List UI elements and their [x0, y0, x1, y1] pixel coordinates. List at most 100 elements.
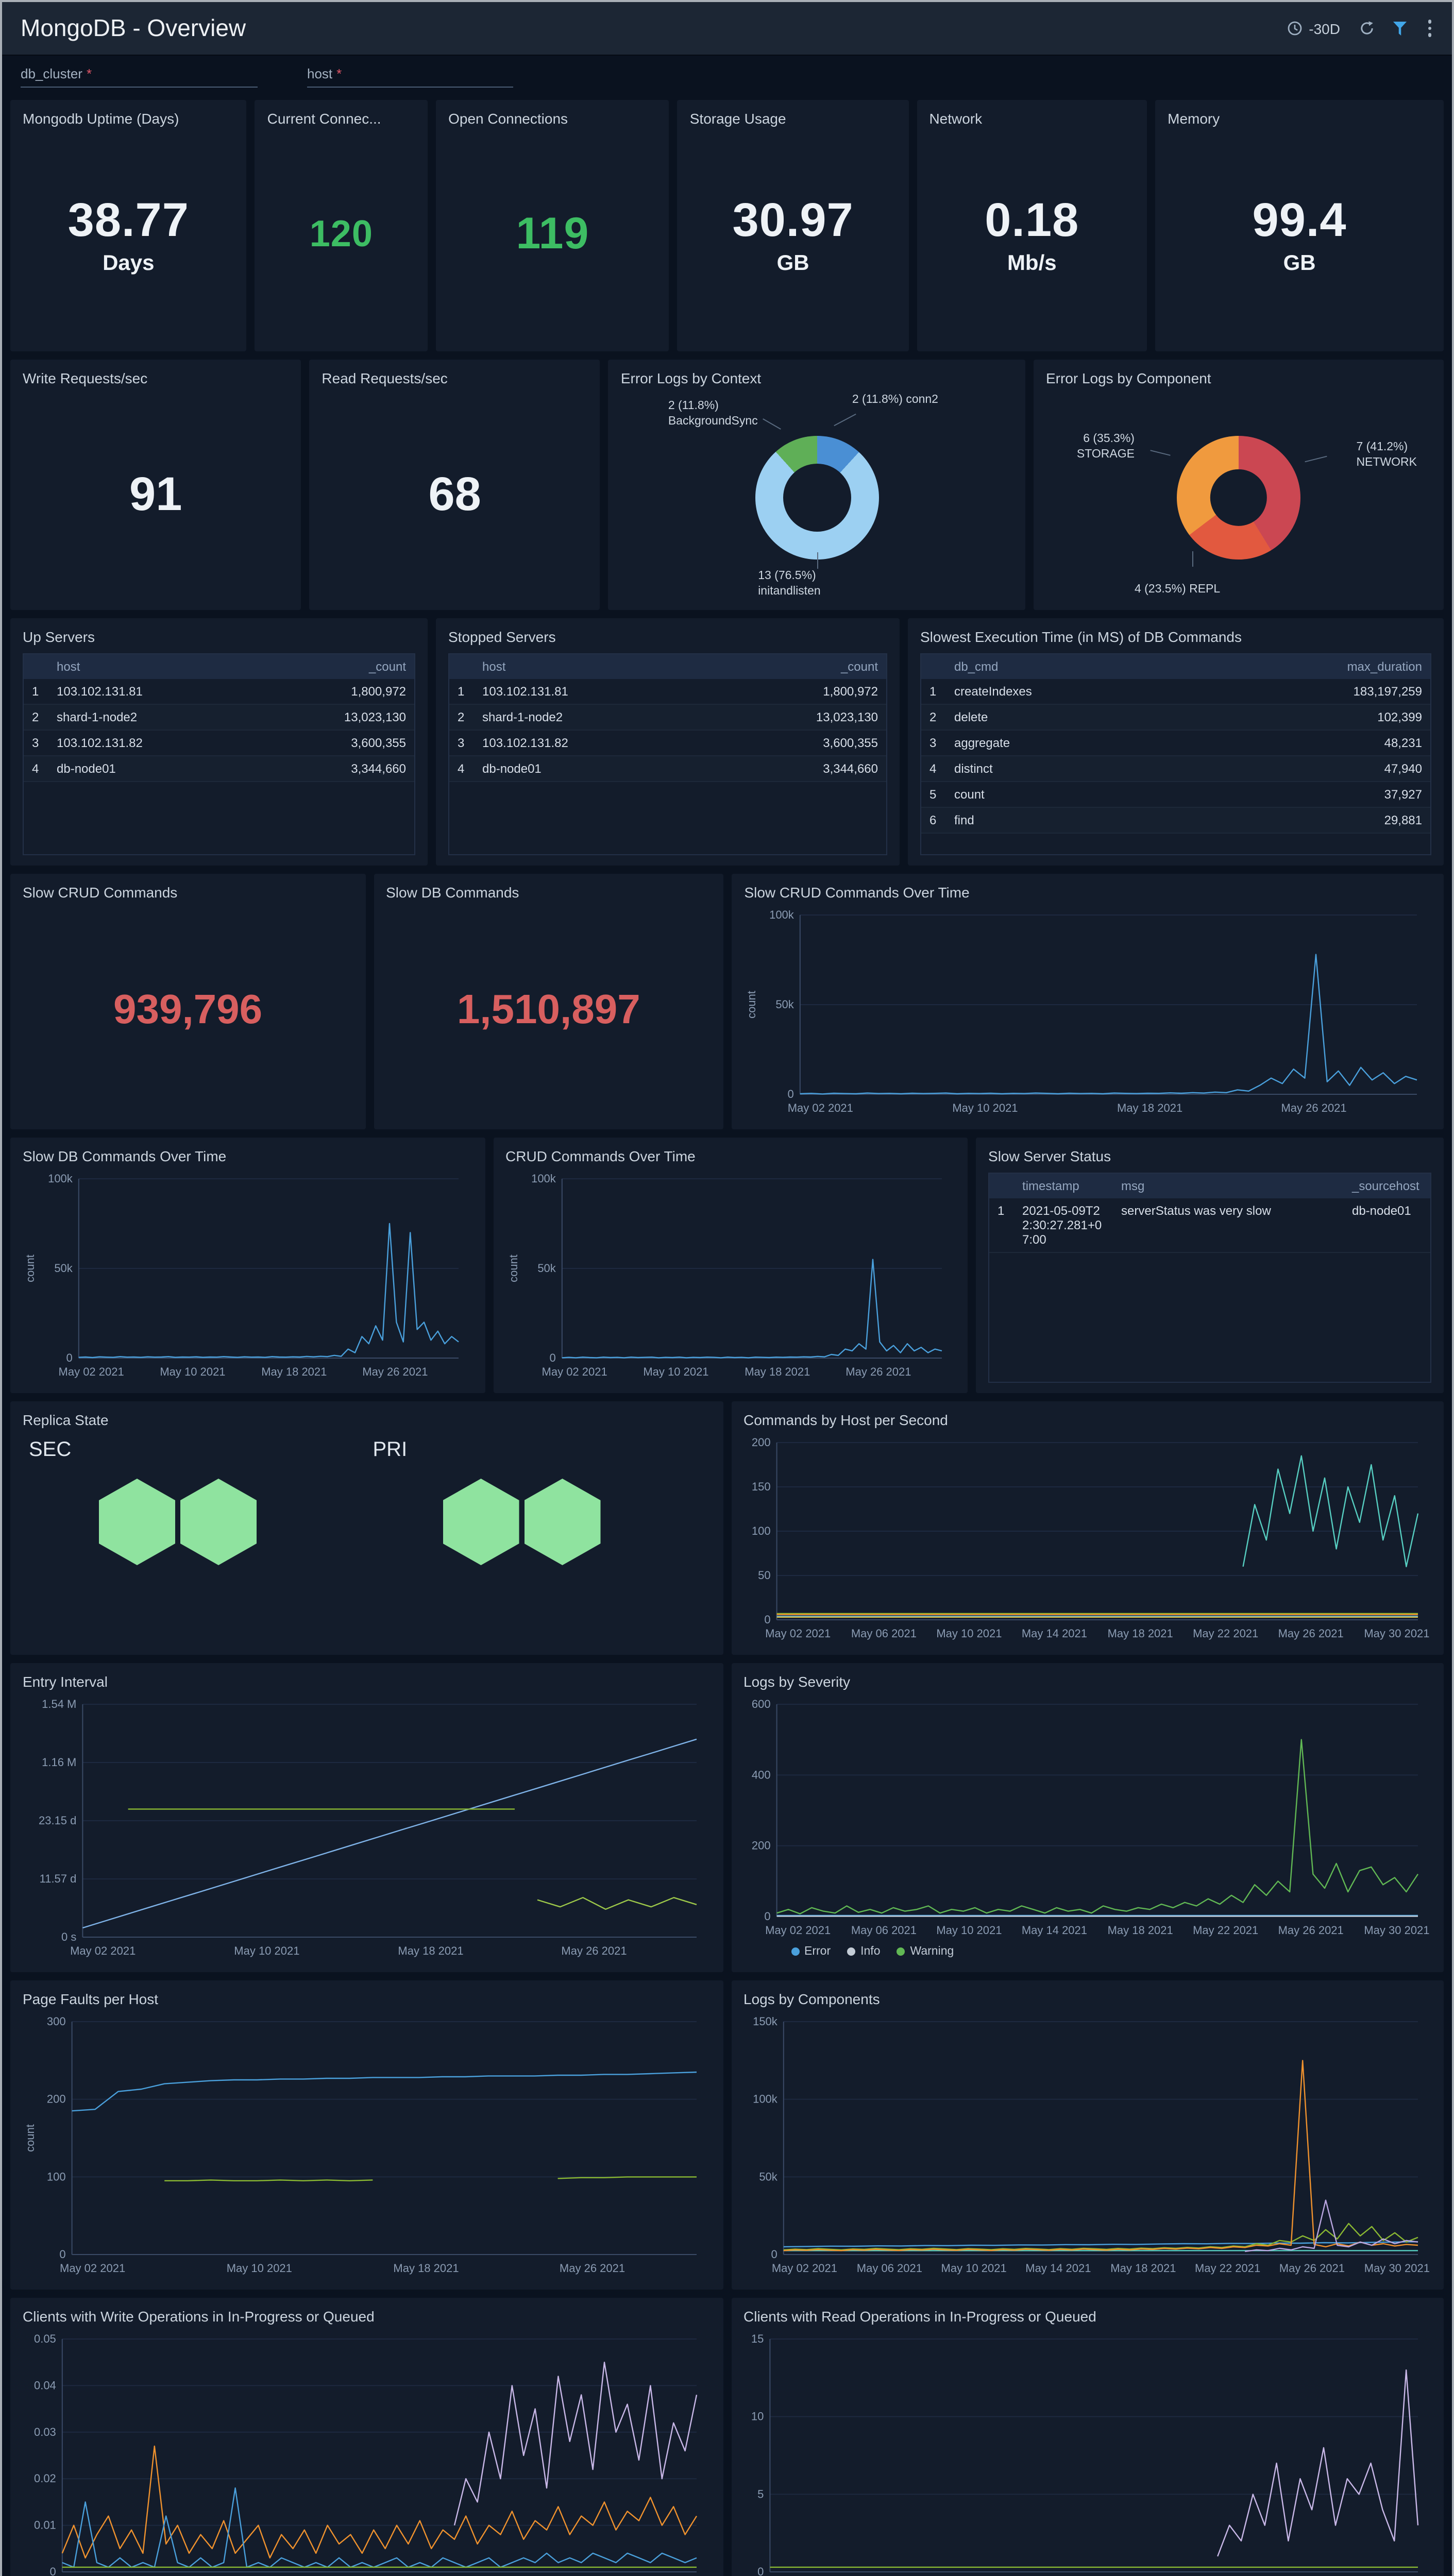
- svg-text:May 10 2021: May 10 2021: [936, 1924, 1001, 1937]
- kpi-value: 30.97: [732, 193, 854, 246]
- commands-by-host-chart[interactable]: 0 50 100 150 200 May 02 2021 May 06 2021 May 10…: [743, 1432, 1431, 1645]
- svg-text:May 18 2021: May 18 2021: [261, 1365, 327, 1378]
- column-header-timestamp[interactable]: timestamp: [1014, 1174, 1113, 1198]
- crud-over-time-chart[interactable]: 0 50k 100k May 02 2021 May 10 2021 May 18 202…: [505, 1168, 955, 1383]
- panel-title: Logs by Components: [743, 1991, 880, 2007]
- table-row[interactable]: 1 createIndexes 183,197,259: [921, 679, 1430, 705]
- column-header-db-cmd[interactable]: db_cmd: [946, 654, 1192, 679]
- replica-node-hexagon[interactable]: [99, 1479, 175, 1565]
- slow-db-over-time-chart[interactable]: 0 50k 100k May 02 2021 May 10 2021 May 18 202…: [23, 1168, 472, 1383]
- kpi-storage-usage[interactable]: Storage Usage 30.97 GB: [677, 100, 909, 351]
- cell-count: 1,800,972: [707, 679, 886, 705]
- legend-dot: [897, 1947, 905, 1956]
- error-context-donut-chart[interactable]: [755, 435, 879, 560]
- replica-node-hexagon[interactable]: [180, 1479, 257, 1565]
- row-index: 4: [921, 756, 946, 782]
- column-header-max-duration[interactable]: max_duration: [1191, 654, 1430, 679]
- panel-slow-crud-over-time: Slow CRUD Commands Over Time 0 50k 100k May…: [732, 874, 1444, 1129]
- svg-text:0: 0: [771, 2248, 777, 2261]
- cell-timestamp: 2021-05-09T22:30:27.281+07:00: [1014, 1198, 1113, 1253]
- svg-text:400: 400: [751, 1768, 770, 1781]
- column-header-msg[interactable]: msg: [1113, 1174, 1344, 1198]
- kpi-title: Open Connections: [448, 110, 568, 127]
- error-component-donut-chart[interactable]: [1176, 435, 1300, 560]
- svg-text:May 14 2021: May 14 2021: [1021, 1627, 1087, 1640]
- error-component-donut-area: 6 (35.3%) STORAGE 7 (41.2%) NETWORK 4 (2…: [1046, 386, 1431, 600]
- column-header-host[interactable]: host: [48, 654, 256, 679]
- table-row[interactable]: 2 delete 102,399: [921, 704, 1430, 731]
- legend-item-warning[interactable]: Warning: [897, 1945, 954, 1958]
- svg-text:May 18 2021: May 18 2021: [744, 1365, 809, 1378]
- svg-text:50k: 50k: [537, 1262, 555, 1275]
- svg-text:May 10 2021: May 10 2021: [234, 1944, 299, 1957]
- table-row[interactable]: 2 shard-1-node2 13,023,130: [449, 704, 886, 731]
- svg-text:100k: 100k: [770, 908, 795, 921]
- row-over-time-and-status: Slow DB Commands Over Time 0 50k 100k May 0…: [10, 1138, 1444, 1393]
- column-header-count[interactable]: _count: [707, 654, 886, 679]
- column-header-sourcehost[interactable]: _sourcehost: [1343, 1174, 1430, 1198]
- legend-item-error[interactable]: Error: [791, 1945, 831, 1958]
- cell-host: db-node01: [48, 756, 256, 782]
- table-row[interactable]: 1 103.102.131.81 1,800,972: [449, 679, 886, 705]
- kpi-title: Network: [929, 110, 983, 127]
- table-row[interactable]: 4 distinct 47,940: [921, 756, 1430, 782]
- table-row[interactable]: 3 aggregate 48,231: [921, 730, 1430, 756]
- table-row[interactable]: 3 103.102.131.82 3,600,355: [24, 730, 414, 756]
- cell-max-duration: 29,881: [1191, 807, 1430, 834]
- logs-by-severity-chart[interactable]: 0 200 400 600 May 02 2021 May 06 2021 May 10 2…: [743, 1694, 1431, 1941]
- table-row[interactable]: 2 shard-1-node2 13,023,130: [24, 704, 414, 731]
- table-row[interactable]: 1 2021-05-09T22:30:27.281+07:00 serverStat…: [989, 1198, 1430, 1253]
- entry-interval-chart[interactable]: 0 s 11.57 d 23.15 d 1.16 M 1.54 M May 02 2021…: [23, 1694, 711, 1962]
- kpi-memory[interactable]: Memory 99.4 GB: [1155, 100, 1444, 351]
- filter-icon[interactable]: [1393, 21, 1407, 36]
- svg-text:May 30 2021: May 30 2021: [1363, 1924, 1429, 1937]
- table-row[interactable]: 6 find 29,881: [921, 807, 1430, 834]
- table-row[interactable]: 4 db-node01 3,344,660: [449, 756, 886, 782]
- slow-crud-over-time-chart[interactable]: 0 50k 100k May 02 2021 May 10 2021 May 18 202…: [744, 905, 1431, 1119]
- required-asterisk: *: [336, 66, 342, 81]
- legend-item-info[interactable]: Info: [847, 1945, 881, 1958]
- column-header-host[interactable]: host: [474, 654, 708, 679]
- panel-title: Slow DB Commands: [386, 884, 519, 901]
- page-faults-chart[interactable]: 0 100 200 300 May 02 2021 May 10 2021 May 18 2…: [23, 2011, 711, 2279]
- time-range-button[interactable]: -30D: [1287, 20, 1340, 37]
- donut-label-network: 7 (41.2%) NETWORK: [1356, 441, 1417, 469]
- db-cluster-filter-input[interactable]: db_cluster *: [21, 66, 258, 88]
- refresh-icon[interactable]: [1359, 21, 1374, 36]
- kpi-mongodb-uptime-days[interactable]: Mongodb Uptime (Days) 38.77 Days: [10, 100, 247, 351]
- panel-up-servers: Up Servers host _count 1 103.102.131.81 1,80…: [10, 618, 428, 866]
- logs-by-components-chart[interactable]: 0 50k 100k 150k May 02 2021 May 06 2021 May 10…: [743, 2011, 1431, 2279]
- replica-node-hexagon[interactable]: [524, 1479, 601, 1565]
- cell-db-cmd: createIndexes: [946, 679, 1192, 705]
- svg-text:0: 0: [59, 2248, 65, 2261]
- kpi-network[interactable]: Network 0.18 Mb/s: [917, 100, 1147, 351]
- table-row[interactable]: 3 103.102.131.82 3,600,355: [449, 730, 886, 756]
- svg-text:0: 0: [788, 1088, 794, 1100]
- legend-label: Warning: [910, 1945, 954, 1958]
- kpi-unit: Mb/s: [1007, 251, 1057, 275]
- table-row[interactable]: 5 count 37,927: [921, 782, 1430, 808]
- cell-host: db-node01: [474, 756, 708, 782]
- kpi-open-connections[interactable]: Open Connections 119: [436, 100, 669, 351]
- svg-text:200: 200: [47, 2093, 66, 2106]
- row-index: 3: [24, 730, 48, 756]
- kpi-value: 0.18: [985, 193, 1079, 246]
- panel-title: Replica State: [23, 1412, 109, 1428]
- cell-max-duration: 183,197,259: [1191, 679, 1430, 705]
- table-row[interactable]: 1 103.102.131.81 1,800,972: [24, 679, 414, 705]
- kpi-value: 99.4: [1252, 193, 1347, 246]
- column-header-count[interactable]: _count: [256, 654, 414, 679]
- donut-label-storage: 6 (35.3%) STORAGE: [1076, 433, 1135, 461]
- table-header-row: db_cmd max_duration: [921, 654, 1430, 679]
- row-index: 3: [921, 730, 946, 756]
- kpi-current-connec[interactable]: Current Connec... 120: [255, 100, 428, 351]
- svg-text:100: 100: [47, 2170, 66, 2183]
- replica-node-hexagon[interactable]: [443, 1479, 519, 1565]
- host-filter-input[interactable]: host *: [307, 66, 513, 88]
- svg-text:May 26 2021: May 26 2021: [1278, 1924, 1343, 1937]
- table-header-row: timestamp msg _sourcehost: [989, 1174, 1430, 1198]
- table-row[interactable]: 4 db-node01 3,344,660: [24, 756, 414, 782]
- kebab-menu-icon[interactable]: [1426, 18, 1433, 39]
